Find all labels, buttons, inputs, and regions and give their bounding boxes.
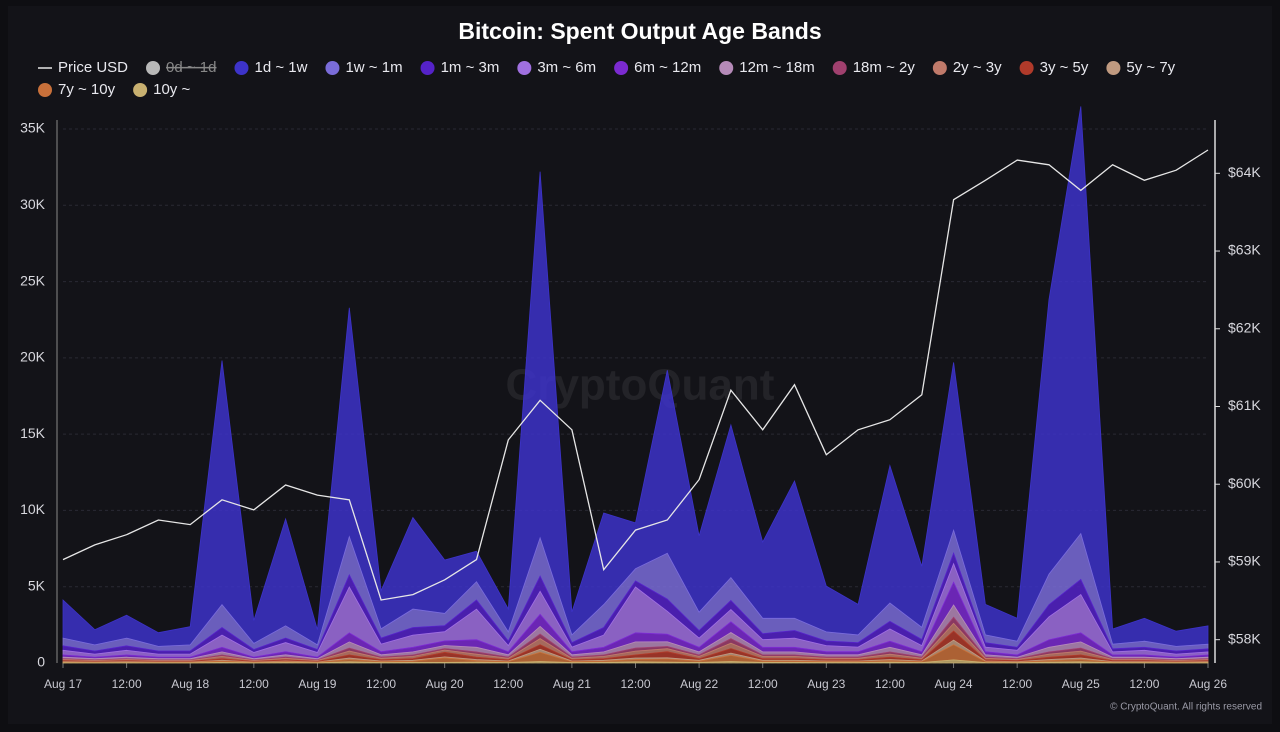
y2-tick-label: $61K [1228, 397, 1261, 413]
x-tick-label: Aug 25 [1062, 677, 1100, 691]
legend-label: 0d ~ 1d [166, 59, 216, 76]
legend-item: 7y ~ 10y [38, 81, 116, 98]
legend-marker [614, 61, 629, 75]
legend-item: 12m ~ 18m [719, 59, 815, 76]
legend-item: 2y ~ 3y [932, 59, 1002, 76]
area [62, 659, 1209, 664]
y-tick-label: 5K [28, 577, 46, 593]
legend-marker [146, 61, 161, 75]
price-line [62, 149, 1209, 601]
y-tick-label: 30K [20, 196, 46, 212]
legend-item: 6m ~ 12m [614, 59, 701, 76]
x-tick-label: 12:00 [620, 677, 650, 691]
legend-item: 1m ~ 3m [420, 59, 500, 76]
legend-marker [832, 61, 847, 75]
x-tick-label: 12:00 [1002, 677, 1032, 691]
legend-item: 18m ~ 2y [832, 59, 916, 76]
legend-item: 3m ~ 6m [517, 59, 596, 76]
x-tick-label: 12:00 [1129, 677, 1159, 691]
legend-label: 2y ~ 3y [953, 59, 1002, 76]
x-tick-label: 12:00 [366, 677, 396, 691]
x-tick-label: Aug 17 [44, 677, 82, 691]
legend-item: Price USD [38, 59, 128, 76]
x-tick-label: Aug 24 [935, 677, 973, 691]
legend-label: 12m ~ 18m [739, 59, 814, 76]
legend-item: 5y ~ 7y [1106, 59, 1176, 76]
y-tick-label: 20K [20, 349, 46, 365]
y2-tick-label: $59K [1228, 553, 1261, 569]
x-tick-label: Aug 18 [171, 677, 209, 691]
y-tick-label: 15K [20, 425, 46, 441]
x-tick-label: Aug 20 [426, 677, 464, 691]
legend-label: 10y ~ [153, 81, 190, 98]
y-tick-label: 0 [37, 654, 45, 670]
legend-label: 3y ~ 5y [1040, 59, 1089, 76]
credit: © CryptoQuant. All rights reserved [1110, 702, 1262, 713]
x-tick-label: Aug 26 [1189, 677, 1227, 691]
y-tick-label: 35K [20, 120, 46, 136]
legend-marker [420, 61, 435, 75]
legend-label: 3m ~ 6m [537, 59, 596, 76]
x-tick-label: 12:00 [112, 677, 142, 691]
legend-label: Price USD [58, 59, 128, 76]
legend-label: 1d ~ 1w [254, 59, 307, 76]
x-tick-label: Aug 19 [298, 677, 336, 691]
x-tick-label: 12:00 [239, 677, 269, 691]
legend-item: 3y ~ 5y [1019, 59, 1089, 76]
legend-label: 1w ~ 1m [345, 59, 402, 76]
legend-marker [1019, 61, 1034, 75]
legend-marker [38, 83, 52, 97]
x-tick-label: Aug 22 [680, 677, 718, 691]
x-tick-label: 12:00 [875, 677, 905, 691]
y2-tick-label: $62K [1228, 319, 1261, 335]
legend-marker [1106, 61, 1121, 75]
legend-label: 6m ~ 12m [634, 59, 701, 76]
legend-marker [719, 61, 734, 75]
y2-tick-label: $60K [1228, 475, 1261, 491]
x-tick-label: 12:00 [493, 677, 523, 691]
x-tick-label: Aug 21 [553, 677, 591, 691]
legend-item: 10y ~ [133, 81, 190, 98]
y2-tick-label: $58K [1228, 630, 1261, 646]
y2-tick-label: $64K [1228, 164, 1261, 180]
y-tick-label: 10K [20, 501, 46, 517]
y-tick-label: 25K [20, 272, 46, 288]
chart-title: Bitcoin: Spent Output Age Bands [458, 18, 821, 44]
x-tick-label: 12:00 [748, 677, 778, 691]
legend-marker [133, 83, 148, 97]
legend-item: 1w ~ 1m [325, 59, 403, 76]
legend-label: 18m ~ 2y [853, 59, 916, 76]
y2-tick-label: $63K [1228, 242, 1261, 258]
legend-label: 5y ~ 7y [1126, 59, 1175, 76]
x-tick-label: Aug 23 [807, 677, 845, 691]
legend-item: 1d ~ 1w [234, 59, 308, 76]
legend-marker [932, 61, 947, 75]
legend-label: 1m ~ 3m [441, 59, 500, 76]
legend-marker [325, 61, 340, 75]
legend-label: 7y ~ 10y [58, 81, 116, 98]
legend-marker [234, 61, 249, 75]
legend-marker [517, 61, 532, 75]
legend-item: 0d ~ 1d [146, 59, 216, 76]
